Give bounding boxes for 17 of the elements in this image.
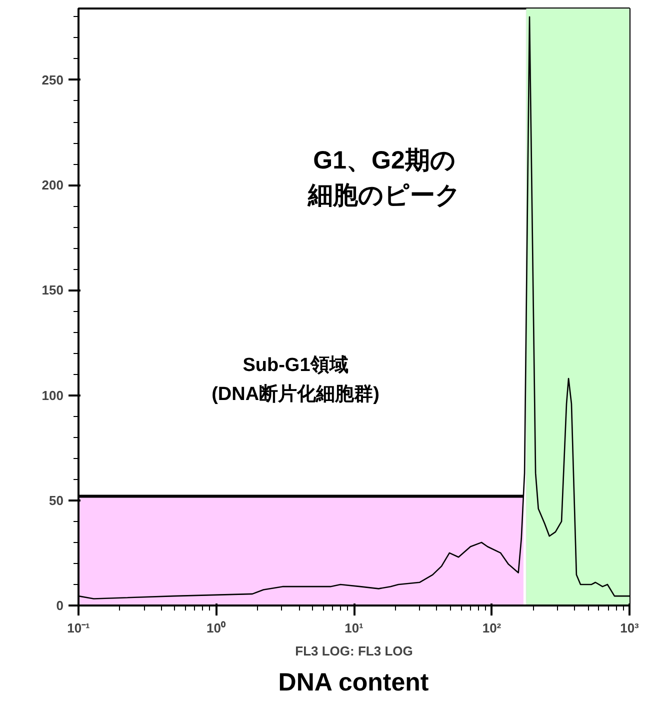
x-tick-label: 10⁻¹ [67, 620, 90, 636]
annotation: (DNA断片化細胞群) [212, 383, 380, 405]
annotation: G1、G2期の [313, 146, 456, 174]
annotation: Sub-G1領域 [242, 355, 348, 376]
y-tick-label: 0 [56, 598, 64, 613]
x-tick-label: 10² [482, 620, 502, 636]
y-tick-label: 50 [49, 492, 64, 508]
y-tick-label: 100 [42, 388, 64, 403]
x-axis-title: FL3 LOG: FL3 LOG [295, 644, 413, 658]
y-tick-label: 200 [42, 178, 64, 193]
y-tick-label: 150 [42, 282, 64, 298]
x-tick-label: 10⁰ [206, 620, 226, 636]
text: DNA content [278, 668, 430, 696]
x-tick-label: 10¹ [344, 620, 364, 636]
y-tick-label: 250 [42, 72, 64, 88]
x-tick-label: 10³ [620, 620, 640, 636]
annotation: 細胞のピーク [307, 182, 461, 210]
